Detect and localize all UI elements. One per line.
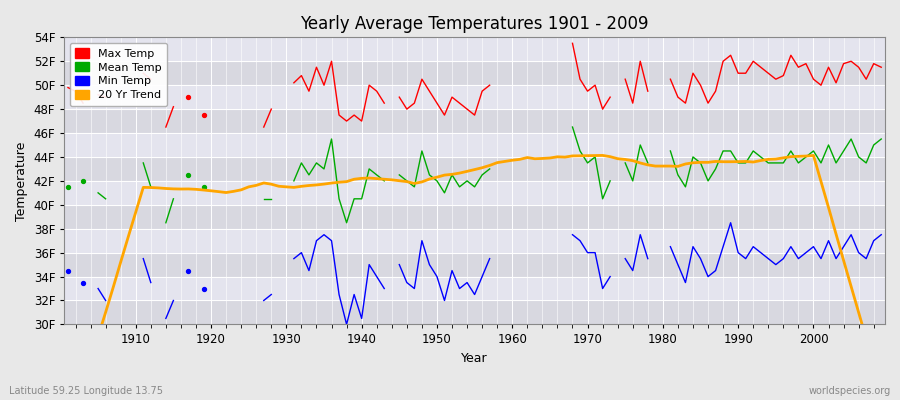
Bar — [64, 300, 885, 324]
Text: Latitude 59.25 Longitude 13.75: Latitude 59.25 Longitude 13.75 — [9, 386, 163, 396]
Y-axis label: Temperature: Temperature — [15, 141, 28, 220]
Point — [196, 285, 211, 292]
Point — [196, 112, 211, 118]
Point — [181, 94, 195, 100]
Point — [196, 184, 211, 190]
Bar — [64, 37, 885, 61]
Bar — [64, 157, 885, 181]
Bar — [64, 109, 885, 133]
Bar — [64, 229, 885, 253]
Bar — [64, 205, 885, 229]
Point — [181, 172, 195, 178]
Bar — [64, 253, 885, 276]
Point — [61, 184, 76, 190]
Bar — [64, 133, 885, 157]
Point — [181, 267, 195, 274]
Point — [76, 178, 90, 184]
X-axis label: Year: Year — [462, 352, 488, 365]
Bar — [64, 61, 885, 85]
Text: worldspecies.org: worldspecies.org — [809, 386, 891, 396]
Legend: Max Temp, Mean Temp, Min Temp, 20 Yr Trend: Max Temp, Mean Temp, Min Temp, 20 Yr Tre… — [70, 43, 166, 106]
Bar — [64, 181, 885, 205]
Title: Yearly Average Temperatures 1901 - 2009: Yearly Average Temperatures 1901 - 2009 — [301, 15, 649, 33]
Bar — [64, 276, 885, 300]
Point — [76, 279, 90, 286]
Point — [61, 267, 76, 274]
Bar — [64, 85, 885, 109]
